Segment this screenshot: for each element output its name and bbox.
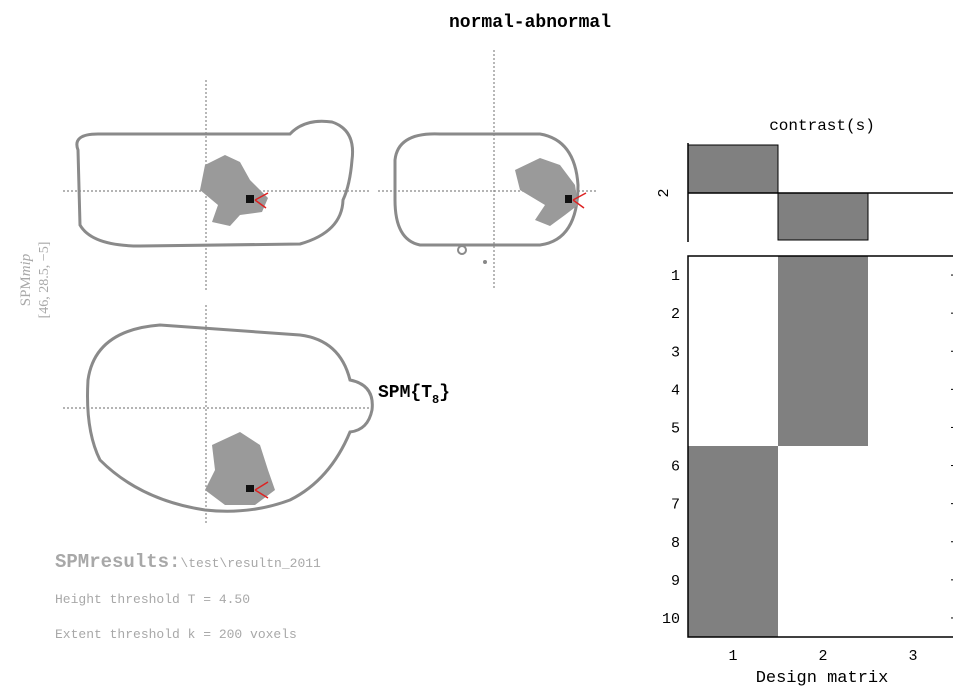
design-xlabel: Design matrix bbox=[756, 669, 889, 688]
spm-window: normal-abnormal SPMmip [46, 28.5, −5] SP… bbox=[0, 0, 953, 688]
row-label: 1 bbox=[671, 268, 680, 285]
row-label: 5 bbox=[671, 420, 680, 437]
row-label: 8 bbox=[671, 535, 680, 552]
statistic-prefix: SPM{T bbox=[378, 383, 432, 403]
row-label: 4 bbox=[671, 382, 680, 399]
mip-label-italic: mip bbox=[18, 253, 34, 276]
row-label: 10 bbox=[662, 611, 680, 628]
design-block bbox=[688, 446, 778, 637]
coordinates: [46, 28.5, −5] bbox=[37, 242, 52, 319]
statistic-subscript: 8 bbox=[432, 393, 439, 407]
statistic: SPM{T8} bbox=[378, 383, 450, 407]
contrast-bar bbox=[688, 145, 778, 193]
design-block bbox=[778, 256, 868, 446]
mip-label: SPMmip bbox=[18, 253, 34, 306]
contrast-title: contrast(s) bbox=[769, 117, 875, 135]
mip-label-main: SPM bbox=[18, 276, 34, 306]
row-label: 6 bbox=[671, 459, 680, 476]
column-label: 3 bbox=[908, 648, 917, 665]
results-name: SPMresults:\test\resultn_2011 bbox=[55, 551, 321, 573]
height-threshold: Height threshold T = 4.50 bbox=[55, 592, 250, 607]
contrast-row-label: 2 bbox=[656, 188, 673, 197]
statistic-suffix: } bbox=[439, 383, 450, 403]
column-label: 2 bbox=[818, 648, 827, 665]
title: normal-abnormal bbox=[449, 13, 611, 33]
row-label: 2 bbox=[671, 306, 680, 323]
row-label: 7 bbox=[671, 497, 680, 514]
results-name-text: SPMresults: bbox=[55, 551, 180, 573]
row-label: 3 bbox=[671, 344, 680, 361]
coronal-view bbox=[378, 50, 598, 290]
contrast-bar bbox=[778, 193, 868, 240]
row-label: 9 bbox=[671, 573, 680, 590]
column-label: 1 bbox=[728, 648, 737, 665]
axial-view bbox=[63, 305, 372, 525]
sagittal-view bbox=[63, 80, 370, 290]
results-path: \test\resultn_2011 bbox=[180, 556, 321, 571]
extent-threshold: Extent threshold k = 200 voxels bbox=[55, 627, 297, 642]
